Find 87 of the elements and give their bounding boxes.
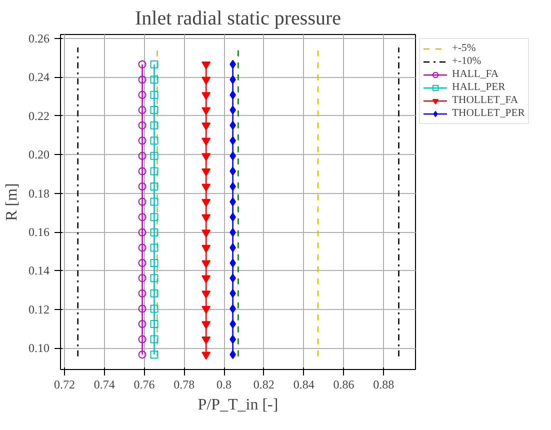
y-tick-label: 0.22 [28, 108, 50, 123]
point [150, 213, 158, 222]
y-tick-label: 0.24 [28, 70, 50, 84]
y-tick-label: 0.16 [28, 225, 50, 240]
y-tick-label: 0.12 [28, 302, 50, 316]
point [138, 106, 146, 114]
point [138, 335, 146, 344]
x-tick-label: 0.74 [94, 378, 115, 392]
x-tick-label: 0.84 [293, 378, 314, 392]
y-tick-label: 0.26 [28, 31, 50, 46]
point [150, 198, 158, 206]
point [138, 274, 146, 282]
point [150, 182, 158, 191]
point [150, 350, 158, 359]
point [150, 258, 158, 267]
point [138, 320, 146, 328]
point [150, 289, 158, 298]
point [138, 259, 146, 267]
point [202, 306, 211, 314]
point [202, 275, 211, 284]
x-tick-label: 0.82 [253, 378, 274, 392]
y-tick-label: 0.14 [28, 264, 50, 278]
point [150, 335, 158, 344]
point [202, 122, 211, 130]
point [138, 350, 146, 359]
point [150, 90, 158, 99]
point [150, 320, 158, 328]
point [202, 230, 211, 238]
point [150, 76, 158, 84]
x-tick-label: 0.76 [134, 378, 155, 392]
point [138, 136, 146, 145]
point [138, 60, 146, 68]
point [202, 214, 211, 222]
y-tick-label: 0.18 [28, 186, 50, 200]
legend-label: HALL_PER [452, 81, 506, 94]
x-tick-label: 0.8 [216, 378, 232, 392]
y-axis-title: R [m] [4, 183, 20, 221]
point [138, 121, 146, 130]
point [202, 107, 211, 116]
legend-label: HALL_FA [452, 68, 499, 81]
point [150, 152, 158, 160]
point [202, 138, 211, 146]
point [202, 184, 211, 192]
point [202, 336, 211, 344]
point [202, 260, 211, 268]
point [138, 90, 146, 99]
legend-label: +-5% [452, 42, 476, 55]
point [150, 60, 158, 68]
y-tick-label: 0.20 [28, 148, 50, 162]
point [138, 152, 146, 160]
point [150, 304, 158, 313]
point [138, 76, 146, 84]
point [202, 352, 211, 360]
point [138, 213, 146, 222]
point [150, 167, 158, 176]
point [202, 290, 211, 299]
x-tick-label: 0.72 [54, 378, 75, 392]
point [138, 167, 146, 176]
point [138, 228, 146, 236]
x-axis-title: P/P_T_in [-] [198, 396, 278, 414]
point [202, 321, 211, 330]
point [150, 274, 158, 282]
point [150, 244, 158, 252]
x-tick-label: 0.88 [373, 378, 394, 392]
point [138, 304, 146, 313]
point [202, 92, 211, 100]
point [202, 153, 211, 162]
point [150, 136, 158, 145]
legend-label: THOLLET_FA [452, 94, 518, 107]
point [202, 244, 211, 253]
point [202, 76, 211, 85]
point [138, 244, 146, 252]
point [150, 106, 158, 114]
legend-label: THOLLET_PER [452, 107, 525, 120]
point [202, 168, 211, 176]
x-tick-label: 0.78 [174, 378, 195, 392]
point [202, 62, 211, 70]
chart-title: Inlet radial static pressure [134, 8, 342, 30]
point [202, 198, 211, 207]
point [138, 182, 146, 190]
legend-label: +-10% [452, 55, 482, 68]
point [138, 198, 146, 206]
point [150, 121, 158, 130]
y-tick-label: 0.10 [28, 341, 50, 356]
x-tick-label: 0.86 [333, 378, 354, 392]
point [150, 228, 158, 236]
point [138, 289, 146, 298]
